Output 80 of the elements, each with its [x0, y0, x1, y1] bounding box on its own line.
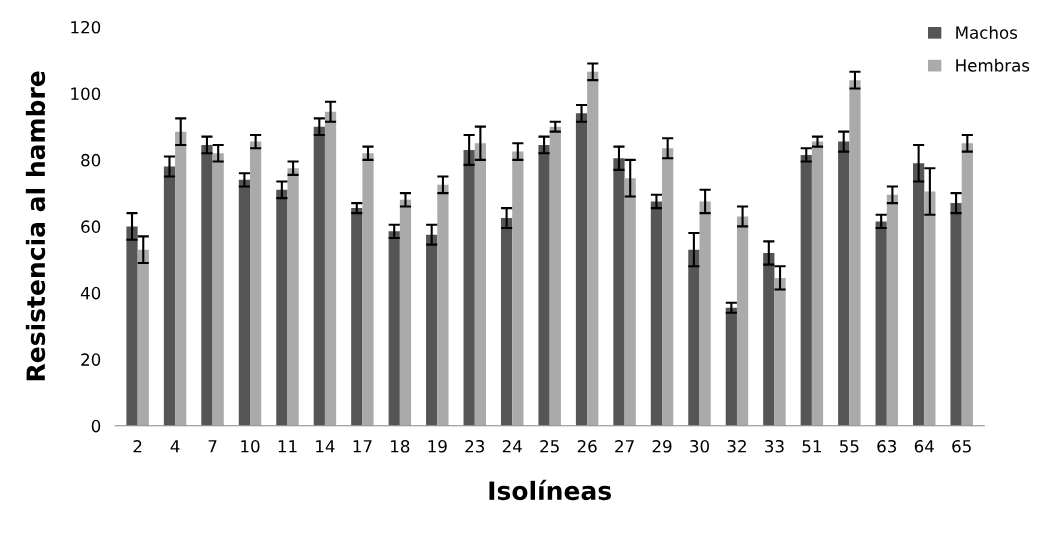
y-tick-label: 100	[71, 87, 101, 100]
y-tick-label: 60	[81, 220, 101, 233]
x-tick-label: 18	[391, 439, 410, 453]
x-tick-label: 25	[540, 439, 559, 453]
y-tick-label: 80	[81, 153, 101, 167]
bar	[624, 178, 636, 426]
x-tick-label: 64	[914, 439, 934, 453]
bar	[725, 307, 737, 426]
bar	[950, 203, 962, 426]
bar	[437, 184, 449, 426]
y-axis-title: Resistencia al hambre	[25, 71, 46, 381]
y-tick-label: 20	[81, 353, 101, 366]
x-tick-label: 33	[765, 439, 784, 453]
bar	[613, 158, 625, 426]
bar	[849, 80, 861, 426]
x-tick-label: 14	[316, 440, 335, 453]
x-tick-label: 32	[727, 439, 746, 453]
x-axis-title: Isolíneas	[489, 479, 611, 501]
x-tick-label: 24	[502, 439, 522, 453]
bar	[388, 231, 400, 426]
bar	[587, 71, 599, 426]
bar	[287, 168, 299, 426]
bar	[650, 201, 663, 426]
bar	[875, 221, 887, 426]
x-tick-label: 65	[952, 439, 971, 453]
bar	[811, 141, 824, 426]
bar	[399, 199, 412, 426]
bar	[351, 208, 363, 426]
x-tick-label: 2	[133, 439, 142, 453]
bar	[913, 163, 925, 426]
x-tick-label: 10	[241, 439, 260, 453]
x-tick-label: 26	[577, 439, 597, 453]
bar	[736, 216, 749, 426]
bar	[126, 226, 138, 426]
bar	[201, 144, 213, 426]
x-tick-label: 29	[652, 439, 672, 453]
bar	[474, 143, 486, 426]
y-tick-label: 120	[71, 20, 101, 34]
legend-label: Hembras	[956, 58, 1030, 72]
y-tick-label: 40	[80, 286, 101, 300]
bar	[238, 179, 251, 426]
y-tick-label: 0	[91, 419, 101, 433]
bar	[362, 153, 374, 426]
bar	[137, 249, 149, 426]
bar	[463, 149, 475, 426]
bar	[924, 191, 936, 426]
x-tick-label: 55	[840, 440, 859, 453]
bar	[838, 141, 850, 426]
bar	[886, 194, 899, 426]
bar	[313, 126, 325, 426]
bar	[549, 126, 561, 426]
x-tick-label: 19	[428, 439, 447, 453]
legend-label: Machos	[956, 26, 1018, 39]
bar	[774, 277, 786, 426]
bar	[800, 154, 812, 426]
bar	[426, 234, 438, 426]
bar	[538, 144, 550, 426]
x-tick-label: 23	[465, 439, 485, 453]
bar	[961, 143, 973, 426]
bar	[276, 189, 288, 426]
bar	[512, 151, 524, 426]
x-tick-label: 30	[690, 439, 709, 453]
x-tick-label: 51	[802, 440, 821, 453]
bar	[250, 141, 262, 426]
bar	[175, 131, 187, 426]
bar	[575, 113, 588, 426]
bar	[212, 153, 224, 426]
x-tick-label: 17	[353, 440, 372, 453]
bar	[324, 111, 337, 426]
bar	[699, 201, 711, 426]
x-tick-label: 63	[877, 439, 897, 453]
bar	[688, 249, 700, 426]
x-tick-label: 4	[170, 440, 180, 453]
bar	[662, 148, 674, 426]
x-tick-label: 27	[615, 439, 634, 453]
x-tick-label: 11	[278, 440, 297, 453]
bar	[763, 252, 775, 426]
bar	[163, 166, 176, 426]
bar	[500, 218, 513, 426]
x-tick-label: 7	[208, 440, 217, 453]
